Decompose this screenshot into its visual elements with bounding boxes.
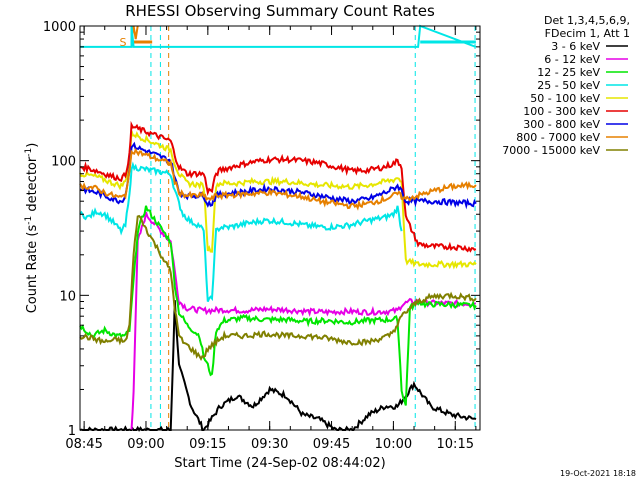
legend-label-0: 3 - 6 keV bbox=[551, 40, 600, 53]
x-tick-label: 09:45 bbox=[313, 437, 350, 452]
y-tick-label: 1000 bbox=[43, 20, 76, 35]
legend-label-4: 50 - 100 keV bbox=[530, 92, 600, 105]
series-line-7 bbox=[79, 147, 477, 211]
y-tick-label: 10 bbox=[59, 289, 76, 304]
x-tick-label: 08:45 bbox=[65, 437, 102, 452]
attenuator-marker: S bbox=[120, 36, 127, 49]
x-tick-label: 10:15 bbox=[437, 437, 474, 452]
plot-area: S bbox=[79, 24, 477, 432]
series-line-5 bbox=[80, 120, 477, 253]
y-tick-label: 1 bbox=[68, 424, 76, 439]
legend-label-3: 25 - 50 keV bbox=[537, 79, 600, 92]
legend-header: FDecim 1, Att 1 bbox=[545, 27, 630, 40]
legend-header: Det 1,3,4,5,6,9, bbox=[544, 14, 630, 27]
legend-label-8: 7000 - 15000 keV bbox=[502, 144, 600, 157]
series-line-4 bbox=[79, 130, 477, 270]
x-axis: 08:45 09:00 09:15 09:30 09:45 10:00 10:15 bbox=[65, 26, 477, 452]
y-tick-label: 100 bbox=[51, 155, 76, 170]
legend-label-7: 800 - 7000 keV bbox=[516, 131, 600, 144]
legend: Det 1,3,4,5,6,9,FDecim 1, Att 13 - 6 keV… bbox=[502, 14, 630, 157]
legend-label-2: 12 - 25 keV bbox=[537, 66, 600, 79]
x-tick-label: 10:00 bbox=[375, 437, 412, 452]
chart-title: RHESSI Observing Summary Count Rates bbox=[125, 2, 435, 20]
y-axis-label: Count Rate (s-1 detector-1) bbox=[24, 143, 40, 314]
spike-line-1 bbox=[80, 24, 477, 48]
legend-label-5: 100 - 300 keV bbox=[523, 105, 600, 118]
series-line-8 bbox=[79, 214, 477, 362]
series-line-3 bbox=[79, 161, 403, 302]
timestamp: 19-Oct-2021 18:18 bbox=[560, 469, 636, 478]
legend-label-1: 6 - 12 keV bbox=[544, 53, 600, 66]
x-tick-label: 09:30 bbox=[251, 437, 288, 452]
x-tick-label: 09:15 bbox=[189, 437, 226, 452]
legend-label-6: 300 - 800 keV bbox=[523, 118, 600, 131]
plot-frame bbox=[79, 25, 481, 431]
x-axis-label: Start Time (24-Sep-02 08:44:02) bbox=[174, 456, 385, 471]
x-tick-label: 09:00 bbox=[127, 437, 164, 452]
y-axis: 1 10 100 1000 bbox=[43, 20, 480, 439]
